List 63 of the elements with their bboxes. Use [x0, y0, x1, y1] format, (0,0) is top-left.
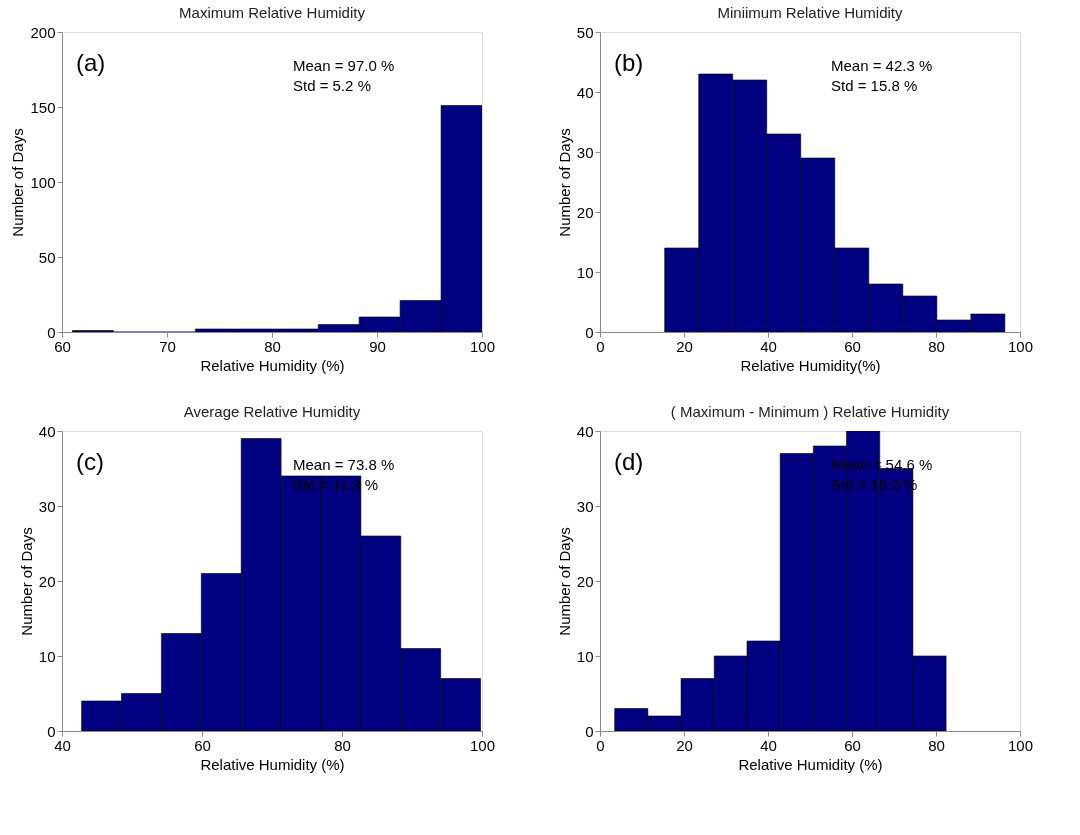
- annotation: Std = 5.2 %: [293, 77, 371, 94]
- y-axis-title: Number of Days: [555, 128, 573, 237]
- x-axis-title: Relative Humidity(%): [740, 356, 881, 374]
- y-tick-label: 10: [576, 263, 594, 281]
- y-tick-label: 30: [38, 497, 56, 515]
- y-axis-title: Number of Days: [9, 128, 27, 237]
- x-axis-title: Relative Humidity (%): [738, 755, 883, 773]
- y-tick-label: 0: [585, 722, 594, 740]
- y-tick-label: 20: [576, 203, 594, 221]
- chart-title: ( Maximum - Minimum ) Relative Humidity: [670, 403, 950, 420]
- chart-title: Average Relative Humidity: [183, 403, 361, 420]
- x-tick-label: 20: [676, 736, 693, 754]
- chart-title: Maximum Relative Humidity: [179, 4, 366, 21]
- x-tick-label: 60: [844, 337, 861, 355]
- x-tick-label: 60: [194, 736, 211, 754]
- x-tick-label: 20: [676, 337, 693, 355]
- x-tick-label: 40: [760, 736, 777, 754]
- x-tick-label: 100: [1007, 337, 1034, 355]
- x-tick-label: 80: [334, 736, 351, 754]
- annotation: (c): [76, 448, 104, 475]
- y-tick-label: 30: [576, 143, 594, 161]
- y-tick-label: 40: [38, 422, 56, 440]
- annotation: Mean = 97.0 %: [293, 57, 395, 74]
- annotation: Mean = 42.3 %: [831, 57, 933, 74]
- x-tick-label: 100: [1007, 736, 1034, 754]
- annotation: (a): [76, 49, 106, 76]
- y-tick-label: 20: [38, 572, 56, 590]
- x-axis-title: Relative Humidity (%): [200, 356, 345, 374]
- y-tick-label: 20: [576, 572, 594, 590]
- y-axis-title: Number of Days: [17, 527, 35, 636]
- y-tick-label: 200: [30, 23, 56, 41]
- x-tick-label: 0: [596, 736, 605, 754]
- y-tick-label: 10: [38, 647, 56, 665]
- y-tick-label: 0: [47, 323, 56, 341]
- x-axis-title: Relative Humidity (%): [200, 755, 345, 773]
- annotation: Mean = 73.8 %: [293, 456, 395, 473]
- x-tick-label: 90: [369, 337, 386, 355]
- y-tick-label: 50: [576, 23, 594, 41]
- y-tick-label: 100: [30, 173, 56, 191]
- chart-title: Miniimum Relative Humidity: [717, 4, 904, 21]
- annotation: Std = 15.8 %: [831, 77, 918, 94]
- y-tick-label: 30: [576, 497, 594, 515]
- y-tick-label: 0: [585, 323, 594, 341]
- x-tick-label: 60: [844, 736, 861, 754]
- y-tick-label: 50: [38, 248, 56, 266]
- y-tick-label: 10: [576, 647, 594, 665]
- x-tick-label: 100: [469, 736, 496, 754]
- x-tick-label: 0: [596, 337, 605, 355]
- y-tick-label: 40: [576, 83, 594, 101]
- annotation: Std = 11.3 %: [293, 476, 379, 493]
- x-tick-label: 100: [469, 337, 496, 355]
- x-tick-label: 80: [928, 337, 945, 355]
- y-tick-label: 0: [47, 722, 56, 740]
- x-tick-label: 80: [264, 337, 281, 355]
- y-tick-label: 40: [576, 422, 594, 440]
- y-tick-label: 150: [30, 98, 56, 116]
- annotation: (b): [614, 49, 644, 76]
- annotation: (d): [614, 448, 644, 475]
- y-axis-title: Number of Days: [555, 527, 573, 636]
- x-tick-label: 60: [54, 337, 71, 355]
- x-tick-label: 80: [928, 736, 945, 754]
- x-tick-label: 40: [760, 337, 777, 355]
- x-tick-label: 70: [159, 337, 176, 355]
